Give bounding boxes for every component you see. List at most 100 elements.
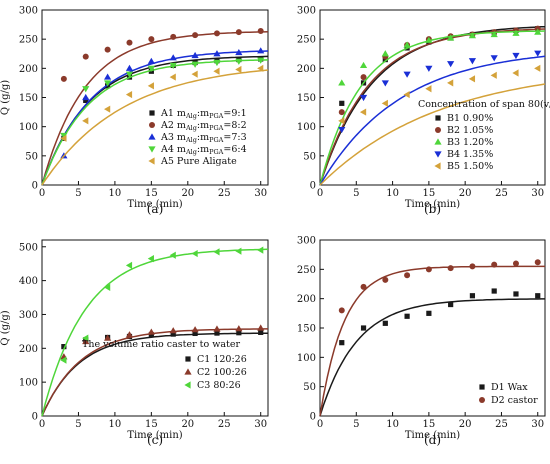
panel-d-legend-marker-1 — [479, 384, 485, 390]
panel-a-series-4-point — [235, 58, 243, 65]
panel-b-legend-label-1: B1 0.90% — [447, 113, 493, 124]
panel-c-series-2-point — [213, 325, 221, 332]
panel-b-series-5-point — [425, 85, 432, 93]
panel-d-legend-label-2: D2 castor — [491, 395, 538, 406]
panel-d-series-1-fit-line — [319, 298, 545, 417]
panel-a-series-4-fit-line — [41, 59, 269, 186]
panel-a-series-3-point — [213, 50, 221, 57]
panel-b-legend-marker-2 — [435, 127, 441, 133]
panel-d-series-1-point — [339, 340, 345, 346]
panel-b-series-3-point — [338, 79, 346, 86]
panel-d-legend-marker-2 — [479, 397, 485, 403]
panel-b-series-4-point — [534, 50, 542, 57]
panel-a-series-3-point — [147, 57, 155, 64]
panel-c-legend-marker-3 — [184, 381, 191, 389]
panel-a-y-tick-label: 100 — [19, 122, 38, 133]
panel-d-series-1-point — [360, 325, 367, 331]
panel-a-series-2-point — [148, 36, 155, 43]
panel-d-series-1-point — [382, 320, 388, 326]
panel-b-series-5-point — [447, 79, 454, 87]
panel-b-y-tick-label: 200 — [297, 64, 316, 75]
panel-d-legend-label-1: D1 Wax — [491, 382, 528, 393]
panel-a-series-5-point — [82, 117, 89, 125]
panel-c-series-3-point — [257, 246, 264, 254]
panel-c-series-3-point — [213, 248, 220, 256]
panel-b-series-4-point — [447, 61, 455, 68]
panel-a-series-3-point — [191, 51, 199, 59]
panel-b-legend-marker-5 — [434, 162, 441, 170]
panel-d-y-tick-label: 150 — [297, 324, 316, 335]
panel-b-series-3-point — [512, 29, 520, 36]
panel-a-series-3-point — [82, 93, 90, 101]
legend-subscript: PGA — [209, 148, 224, 156]
panel-b-y-tick-label: 0 — [310, 181, 316, 192]
panel-b-x-axis-label: Time (min) — [405, 199, 460, 210]
panel-b-series-4-fit-line — [319, 55, 546, 186]
panel-c-y-axis-label: Q (g/g) — [0, 310, 11, 345]
panel-d-x-tick-label: 25 — [495, 419, 508, 430]
legend-subscript: Alg — [185, 124, 197, 132]
panel-a-series-2-point — [82, 53, 89, 60]
panel-c-series-1-point — [148, 332, 154, 338]
panel-d-series-2-point — [469, 263, 476, 270]
panel-a-series-3-fit-line — [41, 50, 269, 186]
panel-a-y-tick-label: 50 — [25, 151, 38, 162]
panel-d-series-1-point — [513, 291, 519, 297]
panel-b-legend-marker-4 — [434, 151, 442, 158]
panel-c-series-2-point — [82, 337, 90, 345]
panel-b-series-3-point — [468, 32, 477, 39]
panel-c-series-2-point — [191, 326, 199, 333]
panel-c-y-tick-label: 500 — [19, 242, 38, 253]
panel-c-legend-label-1: C1 120:26 — [197, 354, 247, 365]
panel-b-series-4-point — [425, 65, 433, 72]
panel-a-series-4-point — [257, 57, 265, 64]
panel-a-x-tick-label: 25 — [218, 188, 231, 199]
panel-d-x-tick-label: 5 — [353, 419, 359, 430]
panel-a-legend-label-4: A4 mAlg:mPGA=6:4 — [160, 144, 247, 156]
panel-a-series-4-point — [147, 65, 155, 72]
panel-a-series-2-point — [104, 46, 111, 53]
panel-d-series-1-point — [469, 293, 476, 299]
panel-a-series-4-point — [104, 80, 112, 87]
panel-d-series-1-point — [448, 301, 454, 308]
panel-d-series-2-point — [425, 266, 432, 273]
panel-c-series-3-point — [104, 283, 111, 291]
panel-c-series-3-point — [235, 247, 242, 255]
panel-c-series-3-point — [191, 249, 198, 258]
panel-d-series-2-point — [360, 283, 367, 290]
panel-b-series-2-fit-line — [319, 28, 546, 186]
panel-c-legend-marker-1 — [185, 356, 191, 362]
panel-a-x-axis-label: Time (min) — [127, 199, 182, 210]
panel-a-caption: (a) — [147, 202, 164, 216]
panel-b-x-tick-label: 0 — [317, 188, 323, 199]
panel-a-legend-label-5: A5 Pure Aligate — [160, 156, 237, 167]
panel-d-series-2-point — [534, 259, 541, 266]
panel-d-y-tick-label: 300 — [297, 236, 316, 247]
panel-d-series-2-point — [447, 265, 454, 272]
panel-a-legend-marker-2 — [149, 122, 155, 128]
panel-c-x-axis-label: Time (min) — [127, 430, 182, 441]
panel-c-y-tick-label: 100 — [19, 378, 38, 389]
panel-a-series-1-point — [83, 97, 89, 104]
panel-b-legend-marker-3 — [434, 138, 442, 145]
panel-b-legend-marker-1 — [435, 115, 441, 121]
panel-a-series-2-point — [192, 32, 199, 39]
panel-b-series-5-point — [338, 117, 345, 125]
panel-d-x-tick-label: 10 — [386, 419, 399, 430]
panel-c-y-tick-label: 200 — [19, 344, 38, 355]
panel-b-y-tick-label: 100 — [297, 122, 316, 133]
panel-d-series-2-point — [404, 272, 411, 279]
panel-a-x-tick-label: 5 — [75, 188, 81, 199]
panel-a-series-2-point — [235, 29, 242, 36]
panel-a-x-tick-label: 15 — [145, 188, 158, 199]
panel-a-legend-marker-1 — [149, 110, 155, 116]
panel-a-series-4-point — [191, 61, 199, 68]
panel-d-y-tick-label: 100 — [297, 353, 316, 364]
panel-d-x-tick-label: 0 — [317, 419, 323, 430]
panel-a-series-2-point — [213, 30, 220, 37]
panel-b-legend-label-5: B5 1.50% — [447, 161, 493, 172]
panel-c-series-1-point — [214, 330, 220, 336]
panel-c-x-tick-label: 10 — [109, 419, 122, 430]
panel-d-series-2-point — [512, 260, 519, 267]
